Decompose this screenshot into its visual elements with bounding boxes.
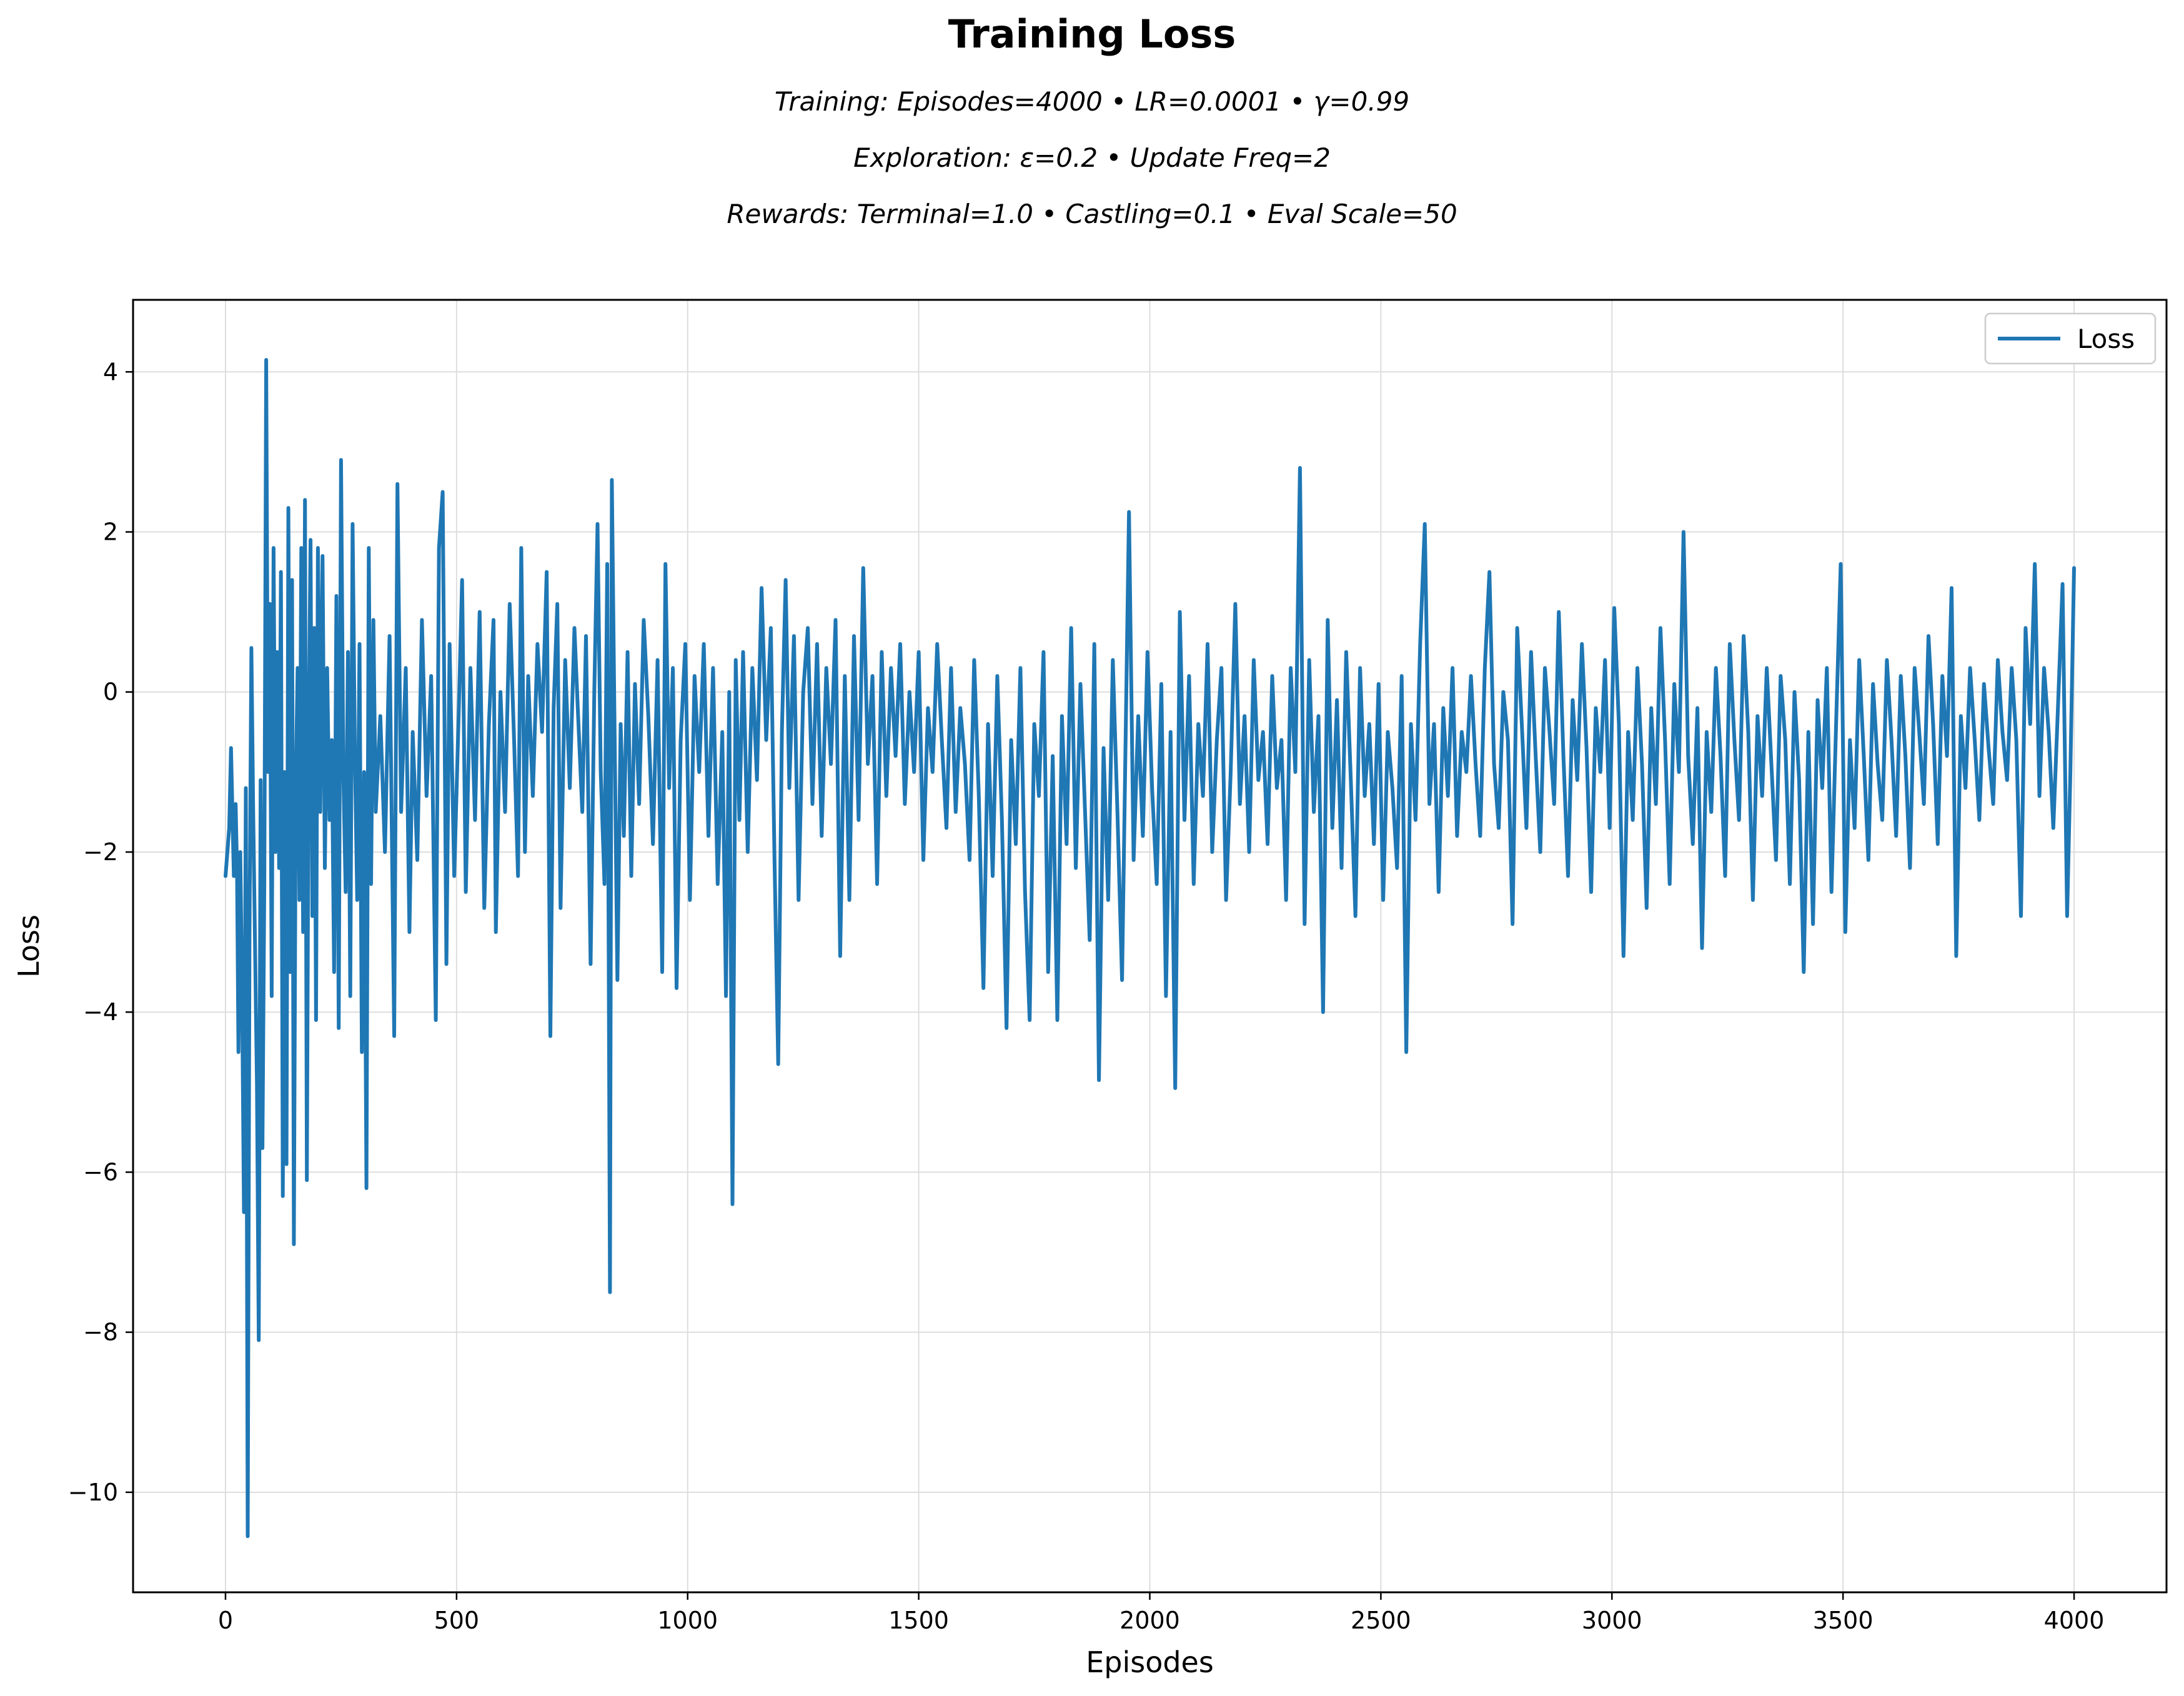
legend: Loss — [1984, 312, 2157, 365]
x-tick-label: 500 — [434, 1607, 480, 1634]
y-tick-label: −2 — [83, 838, 118, 866]
legend-label-loss: Loss — [2077, 324, 2135, 354]
subtitle-rewards: Rewards: Terminal=1.0 • Castling=0.1 • E… — [727, 199, 1457, 229]
y-tick-label: −4 — [83, 998, 118, 1026]
subtitle-exploration: Exploration: ε=0.2 • Update Freq=2 — [853, 142, 1331, 173]
series-layer — [224, 358, 2076, 1539]
y-tick-label: 0 — [103, 678, 118, 706]
x-tick-label: 3000 — [1582, 1607, 1642, 1634]
x-tick-label: 2000 — [1119, 1607, 1180, 1634]
y-tick-label: 4 — [103, 358, 118, 385]
y-tick-label: −10 — [68, 1479, 118, 1506]
x-axis-label: Episodes — [1086, 1645, 1214, 1679]
subtitle-training: Training: Episodes=4000 • LR=0.0001 • γ=… — [774, 86, 1410, 117]
y-tick-label: −6 — [83, 1158, 118, 1186]
x-tick-label: 4000 — [2044, 1607, 2105, 1634]
x-tick-label: 2500 — [1351, 1607, 1411, 1634]
y-axis-label: Loss — [12, 915, 46, 978]
axis-ticks: 0 500 1000 1500 2000 2500 3000 3500 4000 −10 −8 −6 −… — [68, 358, 2105, 1634]
y-tick-label: −8 — [83, 1319, 118, 1346]
chart-title: Training Loss — [948, 11, 1236, 57]
y-tick-label: 2 — [103, 518, 118, 546]
legend-box — [1984, 312, 2157, 365]
x-tick-label: 1000 — [657, 1607, 718, 1634]
x-tick-label: 3500 — [1813, 1607, 1874, 1634]
x-tick-label: 1500 — [888, 1607, 949, 1634]
series-line-loss — [224, 358, 2076, 1539]
x-tick-label: 0 — [218, 1607, 233, 1634]
